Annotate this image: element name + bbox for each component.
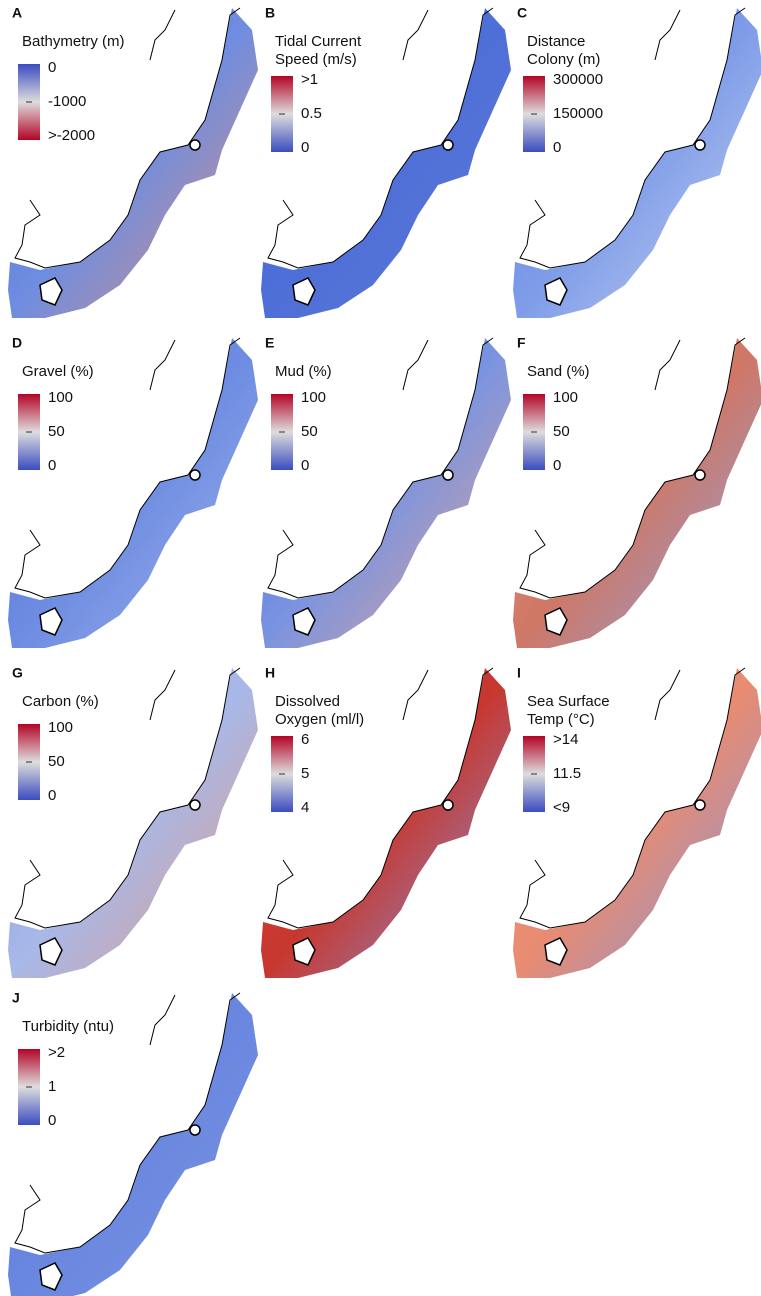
panel-letter: G: [12, 665, 23, 681]
legend-title: Mud (%): [275, 363, 332, 380]
coastline: [403, 10, 428, 60]
panel-letter: I: [517, 665, 521, 681]
coastline: [150, 340, 175, 390]
legend-title: Dissolved: [275, 693, 340, 710]
map-panel: G Carbon (%) 100 50 0: [8, 665, 258, 978]
legend-label: 11.5: [553, 765, 581, 782]
legend-label: 100: [48, 389, 73, 406]
headland: [443, 470, 453, 480]
map-area: [8, 338, 258, 648]
coastline: [150, 10, 175, 60]
panel-letter: H: [265, 665, 275, 681]
map-area: [8, 8, 258, 318]
coastline: [655, 340, 680, 390]
legend-label: 150000: [553, 105, 603, 122]
legend-title: Carbon (%): [22, 693, 99, 710]
legend-label: 50: [48, 423, 65, 440]
coastline: [403, 340, 428, 390]
legend-title: Tidal Current: [275, 33, 362, 50]
legend-label: 0: [301, 139, 309, 156]
panel-letter: F: [517, 335, 526, 351]
legend-label: 0: [553, 457, 561, 474]
headland: [190, 470, 200, 480]
legend-label: >2: [48, 1044, 65, 1061]
legend-label: 0: [48, 457, 56, 474]
legend-label: 100: [553, 389, 578, 406]
legend-label: 300000: [553, 71, 603, 88]
headland: [190, 140, 200, 150]
coastline: [150, 670, 175, 720]
coastline: [403, 670, 428, 720]
map-area: [513, 338, 761, 648]
panel-letter: C: [517, 5, 527, 21]
legend-label: >-2000: [48, 127, 95, 144]
headland: [695, 140, 705, 150]
legend-label: 5: [301, 765, 309, 782]
legend-title: Distance: [527, 33, 585, 50]
legend-label: >1: [301, 71, 318, 88]
legend-label: 4: [301, 799, 309, 816]
legend-label: 0: [48, 59, 56, 76]
headland: [190, 1125, 200, 1135]
headland: [190, 800, 200, 810]
legend-label: >14: [553, 731, 578, 748]
legend-label: -1000: [48, 93, 86, 110]
map-panel: BTidal CurrentSpeed (m/s) >1 0.5 0: [261, 5, 511, 318]
headland: [695, 470, 705, 480]
coastline: [655, 670, 680, 720]
figure: ABathymetry (m) 0 -1000 >-2000 BTidal Curren…: [0, 0, 761, 1296]
panel-letter: B: [265, 5, 275, 21]
legend-label: <9: [553, 799, 570, 816]
legend-title: Temp (°C): [527, 711, 595, 728]
legend-title: Bathymetry (m): [22, 33, 125, 50]
legend-label: 50: [301, 423, 318, 440]
legend-label: 0: [301, 457, 309, 474]
legend-label: 50: [553, 423, 570, 440]
legend-label: 100: [301, 389, 326, 406]
legend-title: Oxygen (ml/l): [275, 711, 364, 728]
legend-title: Sand (%): [527, 363, 590, 380]
headland: [695, 800, 705, 810]
legend-label: 0: [48, 1112, 56, 1129]
legend-label: 6: [301, 731, 309, 748]
headland: [443, 800, 453, 810]
coastline: [150, 995, 175, 1045]
panel-letter: A: [12, 5, 22, 21]
coastline: [655, 10, 680, 60]
legend-label: 50: [48, 753, 65, 770]
legend-label: 1: [48, 1078, 56, 1095]
legend-title: Colony (m): [527, 51, 600, 68]
legend-label: 0: [48, 787, 56, 804]
legend-title: Gravel (%): [22, 363, 94, 380]
legend-title: Speed (m/s): [275, 51, 357, 68]
legend-title: Turbidity (ntu): [22, 1018, 114, 1035]
legend-label: 100: [48, 719, 73, 736]
legend-label: 0: [553, 139, 561, 156]
panel-letter: J: [12, 990, 20, 1006]
legend-label: 0.5: [301, 105, 322, 122]
legend-title: Sea Surface: [527, 693, 610, 710]
panel-letter: E: [265, 335, 274, 351]
map-area: [261, 338, 511, 648]
map-area: [8, 668, 258, 978]
map-area: [8, 993, 258, 1296]
headland: [443, 140, 453, 150]
panel-letter: D: [12, 335, 22, 351]
